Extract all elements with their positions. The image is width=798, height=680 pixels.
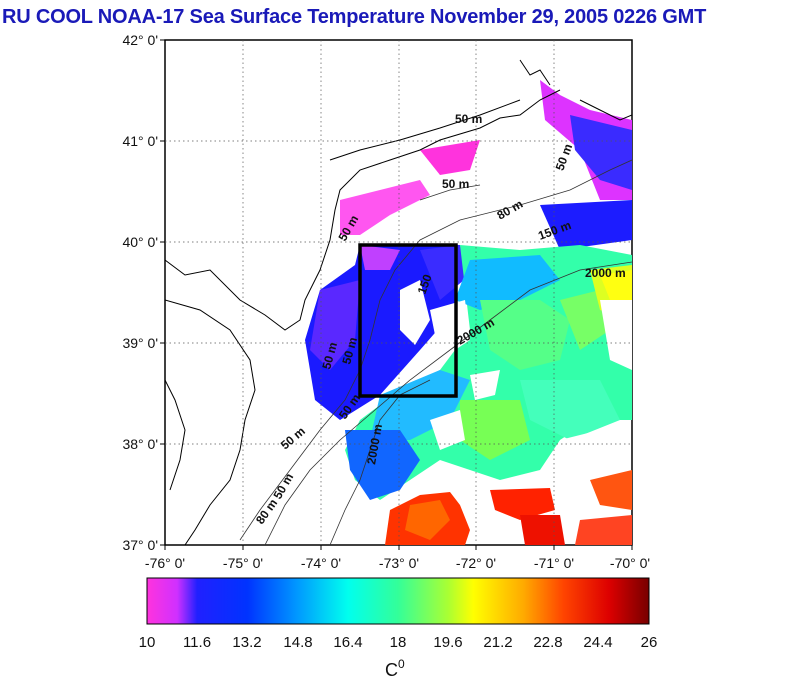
axis-ticks [160,39,633,550]
lat-lon-grid [165,40,632,545]
contour-label: 50 m [442,177,469,191]
lon-label: -70° 0' [610,555,650,571]
colorbar-tick: 22.8 [533,634,562,651]
coastline [165,59,632,545]
colorbar-ticks: 10 11.6 13.2 14.8 16.4 18 19.6 21.2 22.8… [139,634,658,651]
lon-label: -73° 0' [379,555,419,571]
lat-label: 37° 0' [122,537,158,553]
colorbar-unit-label: C0 [385,657,405,680]
colorbar-tick: 18 [390,634,407,651]
isobath-contours [239,159,632,545]
latitude-labels: 42° 0' 41° 0' 40° 0' 39° 0' 38° 0' 37° 0… [122,32,158,553]
colorbar-tick: 13.2 [232,634,261,651]
colorbar-tick: 10 [139,634,156,651]
contour-label: 150 [415,272,435,296]
lat-label: 38° 0' [122,436,158,452]
colorbar-tick: 24.4 [583,634,612,651]
map-title: RU COOL NOAA-17 Sea Surface Temperature … [2,6,707,28]
colorbar: 10 11.6 13.2 14.8 16.4 18 19.6 21.2 22.8… [139,577,658,680]
contour-label: 50 m [455,112,482,126]
colorbar-tick: 14.8 [283,634,312,651]
colorbar-tick: 26 [641,634,658,651]
longitude-labels: -76° 0' -75° 0' -74° 0' -73° 0' -72° 0' … [145,555,650,571]
colorbar-tick: 16.4 [333,634,362,651]
lat-label: 39° 0' [122,335,158,351]
colorbar-tick: 11.6 [183,634,211,651]
contour-label: 50 m [319,341,340,371]
contour-label: 2000 m [585,266,626,280]
study-area-box [358,243,458,398]
lon-label: -71° 0' [534,555,574,571]
lat-label: 42° 0' [122,32,158,48]
lon-label: -76° 0' [145,555,185,571]
colorbar-tick: 19.6 [433,634,462,651]
lon-label: -74° 0' [301,555,341,571]
lon-label: -75° 0' [223,555,263,571]
map-area: 50 m 50 m 50 m 80 m 150 m 50 m 2000 m 20… [164,39,633,546]
lat-label: 41° 0' [122,133,158,149]
contour-label: 2000 m [364,423,385,466]
colorbar-gradient [146,577,650,625]
lat-label: 40° 0' [122,234,158,250]
contour-label: 50 m [339,336,360,366]
lon-label: -72° 0' [456,555,496,571]
colorbar-unit: C [385,660,398,680]
colorbar-unit-superscript: 0 [398,657,405,671]
colorbar-tick: 21.2 [483,634,512,651]
sst-field [305,80,632,545]
